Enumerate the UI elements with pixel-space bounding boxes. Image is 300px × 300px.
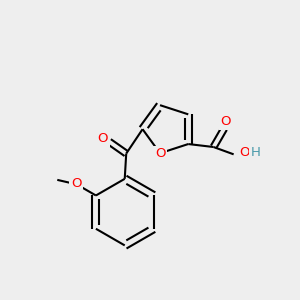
Text: O: O <box>155 147 165 160</box>
Text: O: O <box>220 116 231 128</box>
Text: O: O <box>98 132 108 145</box>
Text: O: O <box>71 177 81 190</box>
Text: O: O <box>240 146 250 159</box>
Text: H: H <box>251 146 261 159</box>
